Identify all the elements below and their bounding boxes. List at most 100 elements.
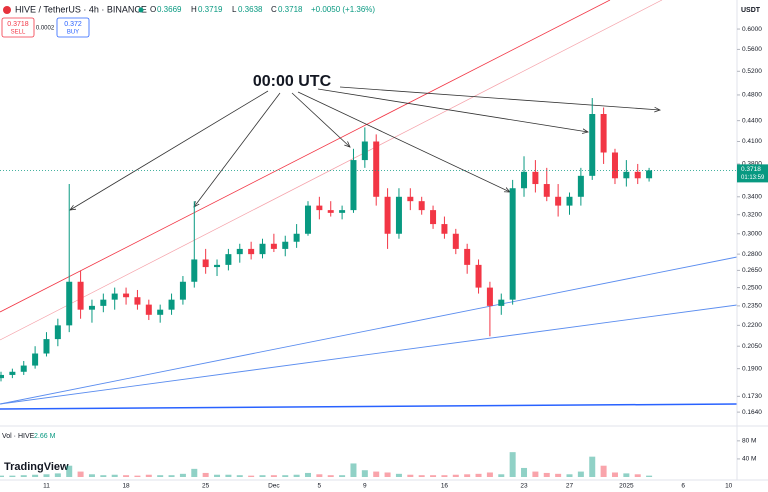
- ohlc-value: 0.3719: [198, 5, 223, 14]
- y-tick-label: 0.2650: [742, 267, 762, 274]
- candle-body: [634, 171, 641, 179]
- ohlc-change: +0.0050 (+1.36%): [311, 5, 375, 14]
- sell-box[interactable]: [1, 17, 35, 38]
- volume-bar: [88, 474, 95, 477]
- countdown: 01:13:59: [741, 175, 765, 181]
- volume-bar: [361, 470, 368, 477]
- candle-body: [304, 205, 311, 234]
- candle-body: [441, 224, 448, 234]
- trend-line: [0, 256, 738, 405]
- logo: TradingView: [4, 461, 69, 473]
- volume-bar: [316, 474, 323, 477]
- arrow: [70, 90, 269, 210]
- volume-bar: [54, 473, 61, 477]
- volume-bar: [600, 465, 607, 477]
- annotation-arrows: [70, 86, 660, 210]
- status-dot: [138, 7, 144, 13]
- candle-body: [100, 299, 107, 306]
- volume-last: 2.66 M: [34, 433, 56, 440]
- candle-body: [77, 281, 84, 310]
- volume-bar: [521, 467, 528, 477]
- y-tick-label: 0.2800: [742, 251, 762, 258]
- y-tick-label: 0.2350: [742, 303, 762, 310]
- x-tick-label: 27: [566, 483, 574, 490]
- candle-body: [623, 171, 630, 179]
- x-tick-label: 18: [122, 483, 130, 490]
- candle-body: [168, 299, 175, 310]
- y-tick-label: 0.3000: [742, 230, 762, 237]
- candle-body: [32, 353, 39, 366]
- volume-bar: [259, 475, 266, 477]
- candle-body: [54, 325, 61, 340]
- candle-body: [464, 248, 471, 265]
- candle-body: [66, 281, 73, 326]
- x-tick-label: 6: [681, 483, 685, 490]
- candle-body: [452, 233, 459, 249]
- last-price-label: 0.3718: [741, 166, 761, 173]
- volume-bar: [589, 456, 596, 477]
- volume-bar: [577, 471, 584, 477]
- candle-body: [248, 248, 255, 255]
- symbol-title: HIVE / TetherUS · 4h · BINANCE: [15, 4, 147, 14]
- y-tick-label: 0.1900: [742, 365, 762, 372]
- trend-line: [0, 403, 738, 410]
- y-tick-label: 0.3800: [742, 161, 762, 168]
- sell-price[interactable]: 0.3718: [7, 21, 29, 28]
- buy-box[interactable]: [56, 17, 90, 38]
- trend-line: [0, 0, 611, 313]
- arrow: [297, 91, 510, 192]
- candle-body: [646, 170, 653, 179]
- candle-body: [430, 210, 437, 225]
- ohlc-value: 0.3718: [278, 5, 303, 14]
- candle-body: [282, 241, 289, 249]
- y-tick-label: 0.2200: [742, 322, 762, 329]
- y-tick-label: 0.2500: [742, 284, 762, 291]
- candle-body: [600, 114, 607, 153]
- volume-bar: [646, 475, 653, 477]
- buy-price[interactable]: 0.372: [64, 21, 82, 28]
- candle-body: [43, 339, 50, 354]
- volume-bar: [43, 474, 50, 477]
- volume-bar: [202, 472, 209, 477]
- arrow: [291, 92, 350, 147]
- volume-bar: [384, 472, 391, 477]
- candle-body: [486, 287, 493, 306]
- x-tick-label: 2025: [619, 483, 634, 490]
- volume-bar: [532, 471, 539, 477]
- annotation: 00:00 UTC: [253, 73, 332, 90]
- candle-body: [498, 299, 505, 306]
- candle-body: [9, 371, 16, 375]
- candle-body: [20, 365, 27, 372]
- sell-button[interactable]: 0.3718 SELL: [1, 17, 35, 38]
- ohlc-label: H: [191, 5, 197, 14]
- volume-bar: [486, 472, 493, 477]
- sell-label[interactable]: SELL: [11, 30, 26, 36]
- volume-bar: [611, 472, 618, 477]
- candle-body: [555, 196, 562, 206]
- y-tick-label: 0.4400: [742, 117, 762, 124]
- ohlc-value: 0.3638: [238, 5, 263, 14]
- arrow: [317, 88, 588, 132]
- trend-line: [0, 304, 738, 405]
- ohlc-label: C: [271, 5, 277, 14]
- candle-body: [350, 160, 357, 211]
- candle-body: [214, 264, 221, 268]
- candle-body: [418, 201, 425, 211]
- y-tick-label: 0.5600: [742, 46, 762, 53]
- candle-body: [384, 196, 391, 234]
- volume-bar: [509, 452, 516, 477]
- candle-body: [395, 196, 402, 234]
- arrow: [194, 92, 281, 207]
- volume-bar: [498, 474, 505, 477]
- candle-body: [509, 188, 516, 300]
- candle-body: [361, 141, 368, 161]
- buy-label[interactable]: BUY: [67, 30, 79, 36]
- y-tick-label: 0.3200: [742, 211, 762, 218]
- candle-body: [123, 293, 130, 298]
- volume-title: Vol · HIVE: [2, 433, 35, 440]
- volume-bar: [157, 475, 164, 477]
- candle-body: [179, 281, 186, 300]
- volume-bar: [327, 475, 334, 477]
- candle-body: [339, 210, 346, 213]
- buy-button[interactable]: 0.372 BUY: [56, 17, 90, 38]
